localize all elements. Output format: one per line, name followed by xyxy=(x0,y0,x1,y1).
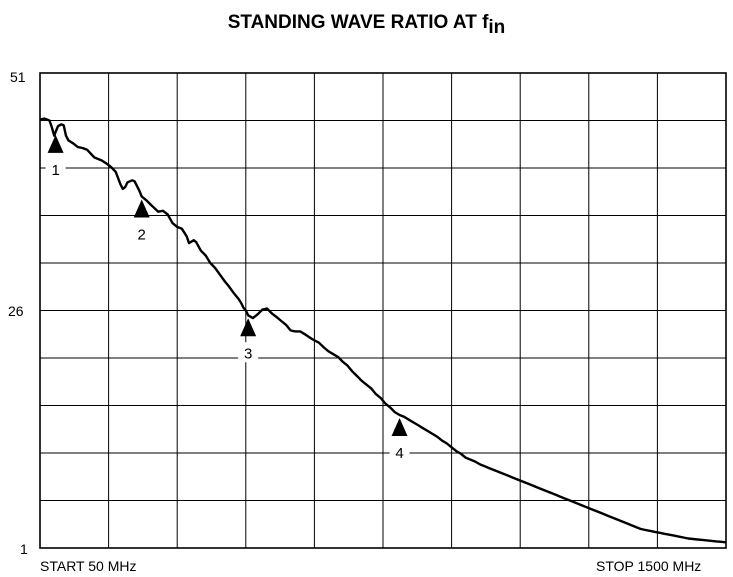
marker-label-background-3 xyxy=(238,342,259,363)
chart-title-subscript: in xyxy=(488,17,506,38)
marker-triangle-3 xyxy=(240,318,257,337)
x-start-label: START 50 MHz xyxy=(40,558,136,574)
x-stop-label: STOP 1500 MHz xyxy=(596,558,701,574)
y-tick-label-bottom: 1 xyxy=(20,541,28,557)
marker-label-background-4 xyxy=(389,442,410,462)
marker-label-2: 2 xyxy=(138,227,146,244)
series-line-0 xyxy=(39,117,727,544)
marker-triangle-4 xyxy=(391,418,408,436)
marker-triangle-1 xyxy=(47,134,64,153)
marker-label-background-2 xyxy=(131,223,152,244)
y-tick-label-top: 51 xyxy=(10,69,26,85)
marker-label-background-1 xyxy=(45,158,66,179)
plot-frame xyxy=(39,72,727,549)
marker-label-3: 3 xyxy=(244,345,252,362)
y-tick-label-mid: 26 xyxy=(8,303,24,319)
chart-title-main: STANDING WAVE RATIO AT f xyxy=(227,12,489,33)
chart-title: STANDING WAVE RATIO AT fin xyxy=(0,12,733,39)
marker-label-1: 1 xyxy=(51,162,59,179)
marker-triangle-2 xyxy=(133,199,150,218)
series-layer xyxy=(39,117,727,544)
marker-label-4: 4 xyxy=(395,445,403,462)
markers-layer: 1 2 3 4 xyxy=(45,134,410,462)
chart-grid xyxy=(40,73,726,548)
